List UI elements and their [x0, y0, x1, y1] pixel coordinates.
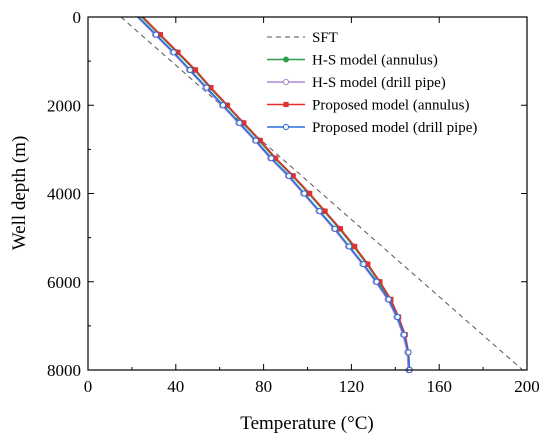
x-tick-label: 80	[255, 377, 272, 396]
data-point	[385, 296, 392, 303]
data-point	[203, 84, 210, 91]
data-point	[252, 137, 260, 144]
legend-marker	[282, 56, 289, 63]
legend-entry-proposed-model-drill-pipe: Proposed model (drill pipe)	[267, 120, 477, 136]
data-point	[268, 155, 275, 162]
data-point	[373, 278, 380, 285]
series-line-h-s-model-drill-pipe	[136, 16, 410, 371]
legend-label: Proposed model (drill pipe)	[312, 120, 477, 136]
data-point	[316, 208, 323, 215]
legend-marker	[283, 101, 289, 108]
x-axis-title: Temperature (°C)	[240, 413, 373, 434]
data-point	[346, 243, 353, 250]
x-axis: 0 40 80 120 160 200	[84, 17, 540, 396]
data-point	[377, 279, 383, 285]
data-point	[152, 31, 160, 38]
legend-entry-h-s-model-annulus: H-S model (annulus)	[267, 53, 438, 69]
data-point	[352, 243, 358, 250]
legend-marker	[282, 123, 290, 131]
y-tick-label: 0	[73, 8, 82, 27]
data-point	[273, 155, 279, 161]
data-point	[219, 102, 227, 109]
data-point	[360, 261, 367, 268]
series-line-h-s-model-annulus	[141, 16, 410, 371]
series-line-sft	[120, 16, 523, 371]
series-sft	[120, 16, 523, 371]
y-axis-title: Well depth (m)	[9, 136, 30, 251]
x-tick-label: 0	[84, 377, 93, 396]
data-point	[365, 261, 371, 267]
x-tick-label: 120	[339, 377, 365, 396]
data-point	[290, 173, 296, 179]
data-point	[337, 226, 344, 232]
data-point	[285, 172, 292, 179]
data-point	[224, 102, 230, 108]
legend-marker	[282, 78, 290, 86]
series-line-proposed-model-drill-pipe	[137, 16, 411, 371]
series-line-proposed-model-annulus	[142, 16, 411, 371]
data-point	[236, 119, 243, 127]
y-tick-label: 4000	[47, 185, 81, 204]
plot-area	[120, 16, 523, 374]
y-tick-label: 2000	[47, 96, 81, 115]
y-tick-label: 6000	[47, 273, 81, 292]
x-tick-label: 160	[426, 377, 452, 396]
legend-entry-sft: SFT	[267, 30, 338, 46]
data-point	[257, 137, 263, 144]
data-point	[307, 190, 313, 197]
legend-label: H-S model (annulus)	[312, 53, 438, 69]
legend-label: H-S model (drill pipe)	[312, 75, 446, 91]
series-proposed-model-annulus	[142, 16, 413, 373]
legend-entry-h-s-model-drill-pipe: H-S model (drill pipe)	[267, 75, 446, 91]
y-tick-label: 8000	[47, 361, 81, 380]
data-point	[208, 85, 214, 91]
x-tick-label: 200	[514, 377, 540, 396]
x-tick-label: 40	[167, 377, 184, 396]
data-point	[400, 331, 408, 338]
legend: SFT H-S model (annulus) H-S model (drill p…	[267, 30, 477, 136]
legend-entry-proposed-model-annulus: Proposed model (annulus)	[267, 98, 469, 114]
data-point	[394, 313, 401, 321]
legend-label: Proposed model (annulus)	[312, 98, 469, 114]
data-point	[301, 190, 308, 197]
legend-label: SFT	[312, 30, 338, 46]
series-proposed-model-drill-pipe	[137, 16, 413, 374]
y-axis: 0 2000 4000 6000 8000	[47, 8, 527, 380]
data-point	[170, 49, 177, 56]
data-point	[186, 66, 194, 74]
data-point	[322, 208, 328, 214]
data-point	[175, 49, 181, 55]
series-h-s-model-drill-pipe	[136, 16, 412, 374]
data-point	[405, 349, 412, 356]
data-point	[192, 67, 199, 73]
data-point	[157, 32, 164, 38]
data-point	[331, 225, 339, 232]
data-point	[241, 120, 247, 126]
